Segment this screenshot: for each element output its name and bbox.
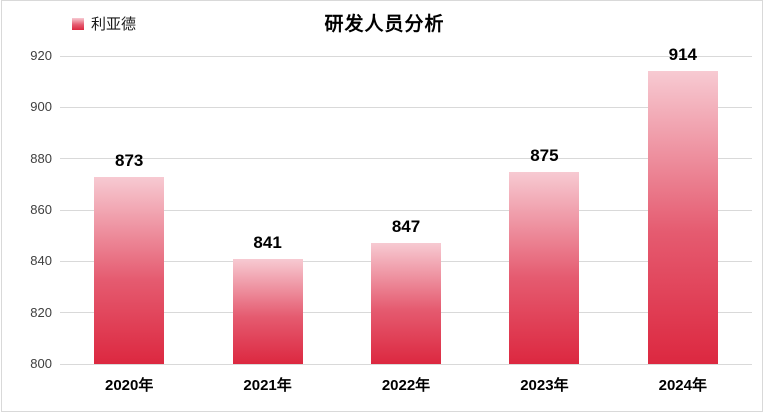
x-tick-label-2024: 2024年	[658, 377, 707, 394]
bar-2021[interactable]	[232, 258, 303, 364]
gridline-900	[60, 106, 752, 108]
bar-value-2023: 875	[530, 145, 559, 165]
y-tick-label-880: 880	[30, 150, 52, 166]
bar-value-2024: 914	[668, 45, 697, 65]
gridline-920	[60, 55, 752, 57]
y-tick-label-840: 840	[30, 253, 52, 269]
plot-area	[60, 55, 752, 365]
chart-legend[interactable]: 利亚德	[72, 13, 136, 34]
gridline-880	[60, 158, 752, 160]
bar-2022[interactable]	[371, 243, 441, 364]
bar-value-2022: 847	[391, 217, 421, 237]
y-tick-label-900: 900	[30, 99, 52, 115]
bar-2023[interactable]	[509, 171, 580, 364]
x-tick-label-2020: 2020年	[105, 377, 154, 394]
bar-2024[interactable]	[647, 71, 718, 364]
gridline-800	[60, 363, 752, 365]
chart-title: 研发人员分析	[324, 14, 445, 35]
legend-swatch-icon	[72, 17, 84, 30]
y-tick-label-800: 800	[30, 356, 52, 371]
y-tick-label-860: 860	[30, 202, 52, 217]
y-tick-label-920: 920	[30, 48, 52, 63]
y-tick-label-820: 820	[30, 304, 52, 320]
bar-value-2020: 873	[115, 150, 144, 170]
x-tick-label-2021: 2021年	[243, 377, 292, 394]
bar-value-2021: 841	[253, 232, 282, 252]
bar-2020[interactable]	[94, 176, 165, 364]
x-tick-label-2023: 2023年	[520, 377, 569, 394]
legend-label: 利亚德	[91, 16, 137, 33]
x-tick-label-2022: 2022年	[381, 377, 431, 394]
gridline-860	[60, 209, 752, 211]
